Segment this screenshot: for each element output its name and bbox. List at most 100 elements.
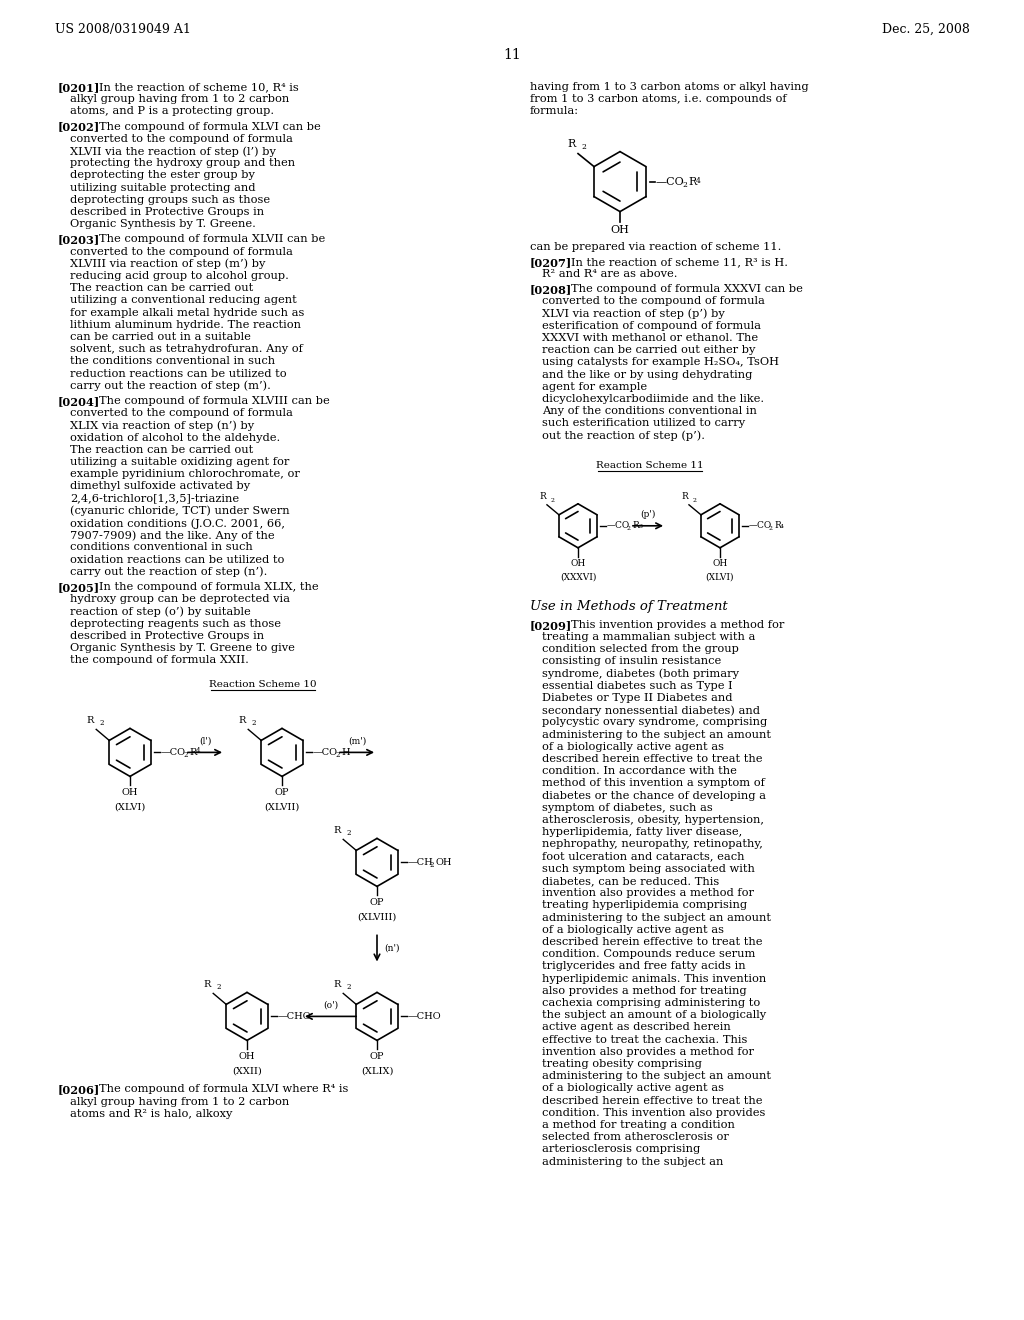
Text: 2: 2 [429, 862, 433, 870]
Text: 2: 2 [769, 527, 773, 532]
Text: 2: 2 [346, 983, 350, 991]
Text: selected from atherosclerosis or: selected from atherosclerosis or [542, 1133, 729, 1142]
Text: hyperlipidemia, fatty liver disease,: hyperlipidemia, fatty liver disease, [542, 828, 742, 837]
Text: administering to the subject an: administering to the subject an [542, 1156, 723, 1167]
Text: of a biologically active agent as: of a biologically active agent as [542, 1084, 724, 1093]
Text: 3: 3 [638, 524, 642, 529]
Text: OP: OP [370, 1052, 384, 1061]
Text: 2: 2 [335, 751, 340, 759]
Text: 2: 2 [627, 527, 631, 532]
Text: deprotecting reagents such as those: deprotecting reagents such as those [70, 619, 281, 628]
Text: 7907-7909) and the like. Any of the: 7907-7909) and the like. Any of the [70, 531, 274, 541]
Text: [0201]: [0201] [58, 82, 100, 92]
Text: 2: 2 [251, 719, 256, 727]
Text: oxidation conditions (J.O.C. 2001, 66,: oxidation conditions (J.O.C. 2001, 66, [70, 517, 285, 528]
Text: esterification of compound of formula: esterification of compound of formula [542, 321, 761, 331]
Text: [0209]: [0209] [530, 620, 572, 631]
Text: OH: OH [610, 224, 630, 235]
Text: condition. In accordance with the: condition. In accordance with the [542, 766, 737, 776]
Text: [0207]: [0207] [530, 257, 572, 268]
Text: In the reaction of scheme 10, R⁴ is: In the reaction of scheme 10, R⁴ is [98, 82, 298, 92]
Text: XLIX via reaction of step (n’) by: XLIX via reaction of step (n’) by [70, 420, 254, 430]
Text: OH: OH [122, 788, 138, 797]
Text: 2: 2 [99, 719, 103, 727]
Text: R: R [681, 492, 688, 500]
Text: syndrome, diabetes (both primary: syndrome, diabetes (both primary [542, 669, 739, 680]
Text: 2: 2 [346, 829, 350, 837]
Text: formula:: formula: [530, 107, 579, 116]
Text: alkyl group having from 1 to 2 carbon: alkyl group having from 1 to 2 carbon [70, 94, 289, 104]
Text: 2: 2 [581, 143, 586, 150]
Text: R: R [540, 492, 546, 500]
Text: The compound of formula XLVI where R⁴ is: The compound of formula XLVI where R⁴ is [98, 1085, 348, 1094]
Text: US 2008/0319049 A1: US 2008/0319049 A1 [55, 22, 190, 36]
Text: effective to treat the cachexia. This: effective to treat the cachexia. This [542, 1035, 748, 1044]
Text: dicyclohexylcarbodiimide and the like.: dicyclohexylcarbodiimide and the like. [542, 393, 764, 404]
Text: atherosclerosis, obesity, hypertension,: atherosclerosis, obesity, hypertension, [542, 814, 764, 825]
Text: dimethyl sulfoxide activated by: dimethyl sulfoxide activated by [70, 482, 250, 491]
Text: deprotecting the ester group by: deprotecting the ester group by [70, 170, 255, 181]
Text: invention also provides a method for: invention also provides a method for [542, 888, 754, 898]
Text: and the like or by using dehydrating: and the like or by using dehydrating [542, 370, 753, 380]
Text: administering to the subject an amount: administering to the subject an amount [542, 730, 771, 739]
Text: treating a mammalian subject with a: treating a mammalian subject with a [542, 632, 756, 642]
Text: polycystic ovary syndrome, comprising: polycystic ovary syndrome, comprising [542, 717, 767, 727]
Text: R: R [334, 826, 341, 836]
Text: using catalysts for example H₂SO₄, TsOH: using catalysts for example H₂SO₄, TsOH [542, 358, 779, 367]
Text: 4: 4 [696, 177, 700, 185]
Text: [0203]: [0203] [58, 235, 100, 246]
Text: (l'): (l') [199, 737, 211, 746]
Text: cachexia comprising administering to: cachexia comprising administering to [542, 998, 760, 1008]
Text: reaction of step (o’) by suitable: reaction of step (o’) by suitable [70, 606, 251, 616]
Text: described herein effective to treat the: described herein effective to treat the [542, 937, 763, 946]
Text: deprotecting groups such as those: deprotecting groups such as those [70, 195, 270, 205]
Text: (XLVI): (XLVI) [706, 573, 734, 582]
Text: foot ulceration and cataracts, each: foot ulceration and cataracts, each [542, 851, 744, 862]
Text: [0205]: [0205] [58, 582, 100, 593]
Text: Diabetes or Type II Diabetes and: Diabetes or Type II Diabetes and [542, 693, 732, 704]
Text: 2: 2 [183, 751, 187, 759]
Text: converted to the compound of formula: converted to the compound of formula [70, 408, 293, 418]
Text: described herein effective to treat the: described herein effective to treat the [542, 1096, 763, 1106]
Text: agent for example: agent for example [542, 381, 647, 392]
Text: alkyl group having from 1 to 2 carbon: alkyl group having from 1 to 2 carbon [70, 1097, 289, 1106]
Text: condition. Compounds reduce serum: condition. Compounds reduce serum [542, 949, 756, 960]
Text: (p'): (p') [640, 510, 655, 519]
Text: active agent as described herein: active agent as described herein [542, 1023, 731, 1032]
Text: for example alkali metal hydride such as: for example alkali metal hydride such as [70, 308, 304, 318]
Text: (XLVII): (XLVII) [264, 803, 300, 812]
Text: method of this invention a symptom of: method of this invention a symptom of [542, 779, 765, 788]
Text: diabetes or the chance of developing a: diabetes or the chance of developing a [542, 791, 766, 801]
Text: essential diabetes such as Type I: essential diabetes such as Type I [542, 681, 732, 690]
Text: from 1 to 3 carbon atoms, i.e. compounds of: from 1 to 3 carbon atoms, i.e. compounds… [530, 94, 786, 104]
Text: diabetes, can be reduced. This: diabetes, can be reduced. This [542, 876, 719, 886]
Text: 4: 4 [196, 747, 201, 755]
Text: In the reaction of scheme 11, R³ is H.: In the reaction of scheme 11, R³ is H. [570, 257, 787, 267]
Text: the compound of formula XXII.: the compound of formula XXII. [70, 655, 249, 665]
Text: Reaction Scheme 10: Reaction Scheme 10 [209, 680, 316, 689]
Text: described in Protective Groups in: described in Protective Groups in [70, 207, 264, 216]
Text: R: R [204, 981, 211, 990]
Text: lithium aluminum hydride. The reaction: lithium aluminum hydride. The reaction [70, 319, 301, 330]
Text: 11: 11 [503, 48, 521, 62]
Text: (XLVI): (XLVI) [115, 803, 145, 812]
Text: —CH: —CH [408, 858, 434, 867]
Text: —CHO: —CHO [278, 1012, 311, 1020]
Text: The reaction can be carried out: The reaction can be carried out [70, 445, 253, 455]
Text: R: R [334, 981, 341, 990]
Text: R: R [632, 521, 639, 531]
Text: atoms and R² is halo, alkoxy: atoms and R² is halo, alkoxy [70, 1109, 232, 1119]
Text: 2,4,6-trichloro[1,3,5]-triazine: 2,4,6-trichloro[1,3,5]-triazine [70, 494, 240, 504]
Text: oxidation reactions can be utilized to: oxidation reactions can be utilized to [70, 554, 285, 565]
Text: —CO: —CO [313, 748, 338, 756]
Text: hydroxy group can be deprotected via: hydroxy group can be deprotected via [70, 594, 290, 605]
Text: condition selected from the group: condition selected from the group [542, 644, 739, 655]
Text: The compound of formula XLVI can be: The compound of formula XLVI can be [98, 121, 321, 132]
Text: described in Protective Groups in: described in Protective Groups in [70, 631, 264, 640]
Text: converted to the compound of formula: converted to the compound of formula [70, 133, 293, 144]
Text: oxidation of alcohol to the aldehyde.: oxidation of alcohol to the aldehyde. [70, 433, 281, 442]
Text: Use in Methods of Treatment: Use in Methods of Treatment [530, 599, 728, 612]
Text: XLVII via the reaction of step (l’) by: XLVII via the reaction of step (l’) by [70, 147, 275, 157]
Text: (XLVIII): (XLVIII) [357, 912, 396, 921]
Text: Organic Synthesis by T. Greene to give: Organic Synthesis by T. Greene to give [70, 643, 295, 653]
